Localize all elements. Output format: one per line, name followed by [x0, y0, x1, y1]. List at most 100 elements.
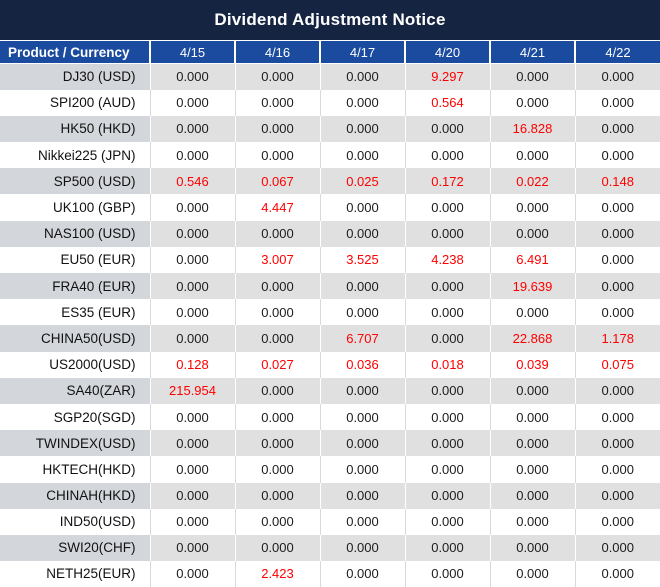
dividend-value-cell: 0.000: [149, 194, 235, 221]
product-cell: NETH25(EUR): [0, 561, 150, 587]
dividend-value-cell: 0.000: [404, 403, 490, 431]
dividend-value-cell: 0.000: [234, 142, 320, 169]
dividend-value-cell: 0.000: [404, 561, 490, 587]
dividend-value-cell: 0.027: [234, 351, 320, 378]
dividend-value-cell: 0.000: [234, 63, 320, 90]
dividend-value-cell: 0.000: [319, 456, 405, 483]
table-row: TWINDEX(USD) 0.000 0.000 0.000 0.000 0.000 0.0…: [0, 430, 660, 457]
dividend-value-cell: 0.000: [489, 89, 575, 116]
dividend-value-cell: 0.000: [149, 63, 235, 90]
dividend-value-cell: 0.000: [319, 115, 405, 143]
dividend-value-cell: 0.000: [234, 508, 320, 535]
dividend-value-cell: 0.000: [574, 377, 660, 404]
dividend-value-cell: 0.000: [234, 377, 320, 404]
column-header-date: 4/20: [404, 40, 490, 64]
dividend-value-cell: 6.491: [489, 246, 575, 273]
table-row: CHINA50(USD) 0.000 0.000 6.707 0.000 22.868 1.…: [0, 325, 660, 352]
dividend-value-cell: 0.000: [489, 299, 575, 326]
dividend-value-cell: 0.000: [234, 403, 320, 431]
dividend-value-cell: 0.000: [149, 561, 235, 587]
dividend-value-cell: 0.148: [574, 168, 660, 195]
table-row: EU50 (EUR) 0.000 3.007 3.525 4.238 6.491 0.000: [0, 246, 660, 273]
table-row: UK100 (GBP) 0.000 4.447 0.000 0.000 0.000 0.00…: [0, 194, 660, 221]
table-row: Nikkei225 (JPN) 0.000 0.000 0.000 0.000 0.000…: [0, 142, 660, 169]
product-cell: FRA40 (EUR): [0, 273, 150, 300]
dividend-value-cell: 0.000: [149, 508, 235, 535]
table-row: ES35 (EUR) 0.000 0.000 0.000 0.000 0.000 0.000: [0, 299, 660, 326]
table-row: SWI20(CHF) 0.000 0.000 0.000 0.000 0.000 0.000: [0, 534, 660, 562]
table-row: SGP20(SGD) 0.000 0.000 0.000 0.000 0.000 0.000: [0, 403, 660, 431]
dividend-value-cell: 0.000: [489, 534, 575, 562]
dividend-value-cell: 0.000: [574, 430, 660, 457]
table-row: US2000(USD) 0.128 0.027 0.036 0.018 0.039 0.07…: [0, 351, 660, 378]
dividend-value-cell: 0.000: [234, 456, 320, 483]
table-row: NETH25(EUR) 0.000 2.423 0.000 0.000 0.000 0.00…: [0, 561, 660, 587]
dividend-value-cell: 0.000: [574, 482, 660, 509]
dividend-value-cell: 0.000: [404, 273, 490, 300]
dividend-value-cell: 0.000: [149, 482, 235, 509]
dividend-value-cell: 0.000: [149, 430, 235, 457]
product-cell: Nikkei225 (JPN): [0, 142, 150, 169]
dividend-value-cell: 0.000: [574, 63, 660, 90]
dividend-value-cell: 0.000: [489, 508, 575, 535]
dividend-value-cell: 0.000: [319, 194, 405, 221]
dividend-value-cell: 0.000: [319, 142, 405, 169]
dividend-value-cell: 0.172: [404, 168, 490, 195]
page-title: Dividend Adjustment Notice: [0, 0, 660, 40]
dividend-table: Product / Currency 4/15 4/16 4/17 4/20 4/21 4/…: [0, 40, 660, 587]
dividend-value-cell: 0.000: [404, 299, 490, 326]
dividend-value-cell: 0.000: [574, 456, 660, 483]
dividend-value-cell: 0.075: [574, 351, 660, 378]
dividend-value-cell: 0.000: [149, 142, 235, 169]
table-row: IND50(USD) 0.000 0.000 0.000 0.000 0.000 0.000: [0, 508, 660, 535]
dividend-value-cell: 1.178: [574, 325, 660, 352]
dividend-value-cell: 0.067: [234, 168, 320, 195]
column-header-product: Product / Currency: [0, 40, 150, 64]
column-header-date: 4/17: [319, 40, 405, 64]
product-cell: CHINAH(HKD): [0, 482, 150, 509]
product-cell: US2000(USD): [0, 351, 150, 378]
product-cell: SWI20(CHF): [0, 534, 150, 562]
product-cell: DJ30 (USD): [0, 63, 150, 90]
dividend-value-cell: 0.000: [489, 142, 575, 169]
dividend-value-cell: 0.000: [319, 508, 405, 535]
dividend-value-cell: 0.000: [319, 299, 405, 326]
product-cell: SPI200 (AUD): [0, 89, 150, 116]
dividend-value-cell: 16.828: [489, 115, 575, 143]
product-cell: TWINDEX(USD): [0, 430, 150, 457]
dividend-value-cell: 0.000: [149, 115, 235, 143]
dividend-value-cell: 0.000: [574, 220, 660, 247]
product-cell: ES35 (EUR): [0, 299, 150, 326]
table-row: NAS100 (USD) 0.000 0.000 0.000 0.000 0.000 0.0…: [0, 220, 660, 247]
dividend-value-cell: 0.000: [404, 115, 490, 143]
dividend-value-cell: 0.000: [404, 142, 490, 169]
dividend-value-cell: 2.423: [234, 561, 320, 587]
table-row: CHINAH(HKD) 0.000 0.000 0.000 0.000 0.000 0.00…: [0, 482, 660, 509]
dividend-value-cell: 0.000: [149, 534, 235, 562]
table-row: HKTECH(HKD) 0.000 0.000 0.000 0.000 0.000 0.00…: [0, 456, 660, 483]
dividend-value-cell: 0.000: [234, 220, 320, 247]
dividend-value-cell: 0.000: [574, 273, 660, 300]
dividend-value-cell: 0.000: [489, 403, 575, 431]
dividend-value-cell: 6.707: [319, 325, 405, 352]
dividend-value-cell: 0.000: [489, 194, 575, 221]
dividend-value-cell: 0.000: [319, 430, 405, 457]
table-row: FRA40 (EUR) 0.000 0.000 0.000 0.000 19.639 0.0…: [0, 273, 660, 300]
dividend-value-cell: 0.000: [319, 403, 405, 431]
dividend-value-cell: 0.000: [574, 246, 660, 273]
dividend-value-cell: 0.000: [319, 89, 405, 116]
dividend-value-cell: 0.564: [404, 89, 490, 116]
product-cell: NAS100 (USD): [0, 220, 150, 247]
dividend-value-cell: 0.000: [149, 403, 235, 431]
dividend-value-cell: 0.000: [234, 534, 320, 562]
dividend-value-cell: 0.000: [319, 273, 405, 300]
dividend-value-cell: 3.007: [234, 246, 320, 273]
dividend-value-cell: 0.000: [319, 377, 405, 404]
dividend-value-cell: 0.000: [234, 273, 320, 300]
dividend-value-cell: 0.000: [404, 482, 490, 509]
dividend-value-cell: 0.022: [489, 168, 575, 195]
dividend-value-cell: 0.000: [489, 430, 575, 457]
dividend-value-cell: 0.000: [149, 299, 235, 326]
table-row: HK50 (HKD) 0.000 0.000 0.000 0.000 16.828 0.00…: [0, 115, 660, 143]
dividend-value-cell: 0.000: [574, 534, 660, 562]
